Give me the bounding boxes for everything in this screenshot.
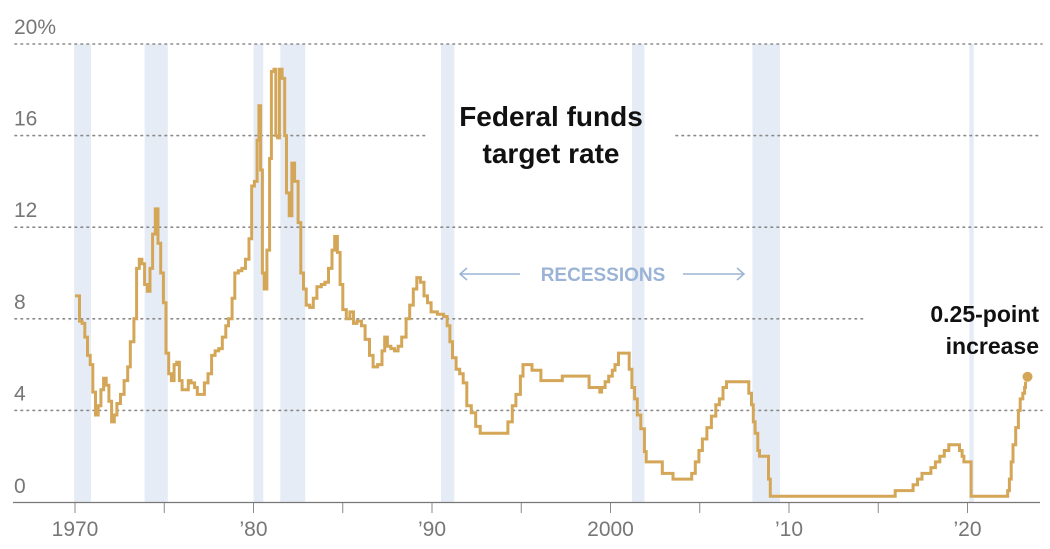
- annotation-text-line: increase: [946, 333, 1039, 359]
- y-tick-label: 0: [14, 475, 26, 498]
- annotation-text-line: 0.25-point: [930, 301, 1039, 327]
- chart-title-line-1: Federal funds: [459, 101, 643, 132]
- endpoint-dot: [1022, 371, 1033, 382]
- recession-band: [74, 44, 92, 502]
- recession-band: [969, 44, 974, 502]
- rate-series: [75, 67, 1027, 498]
- x-tick-label: ’20: [953, 518, 981, 541]
- x-tick-label: ’80: [239, 518, 267, 541]
- gridlines: [14, 43, 1043, 412]
- x-axis-ticks: 1970 ’80 ’90 2000 ’10 ’20: [52, 503, 982, 541]
- x-tick-label: 1970: [52, 518, 99, 541]
- y-tick-label: 20%: [14, 16, 56, 39]
- x-tick-label: ’90: [418, 518, 446, 541]
- x-tick-label: ’10: [775, 518, 803, 541]
- recession-bands: [74, 44, 974, 502]
- y-tick-label: 12: [14, 199, 37, 222]
- recessions-label-text: RECESSIONS: [541, 265, 666, 286]
- y-axis-labels: 20% 16 12 8 4 0: [14, 16, 56, 498]
- y-tick-label: 4: [14, 382, 26, 405]
- recession-band: [752, 44, 781, 502]
- recession-band: [144, 44, 168, 502]
- left-arrow-icon: [458, 267, 468, 281]
- recession-band: [253, 44, 264, 502]
- recession-band: [440, 44, 455, 502]
- y-tick-label: 16: [14, 108, 37, 131]
- x-tick-label: 2000: [587, 518, 634, 541]
- right-arrow-icon: [736, 267, 746, 281]
- endpoint-annotation: 0.25-point increase: [930, 301, 1039, 382]
- y-tick-label: 8: [14, 291, 26, 314]
- recessions-label: RECESSIONS: [458, 265, 746, 286]
- chart-title-line-2: target rate: [483, 138, 620, 169]
- rate-line: [75, 67, 1027, 498]
